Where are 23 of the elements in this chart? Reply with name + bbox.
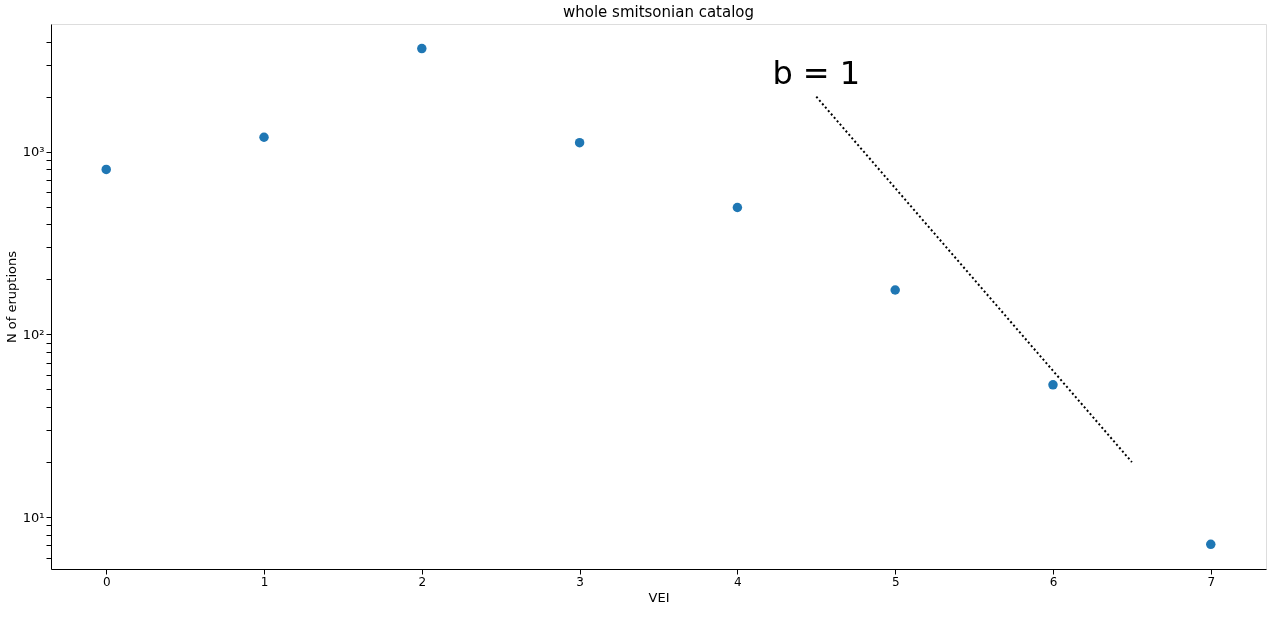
point (101, 164, 111, 175)
x-tick-label: 7 (1207, 574, 1216, 589)
point (417, 43, 427, 54)
annotation: b = 1 (772, 53, 861, 92)
point (259, 132, 269, 142)
y-tick-label: 10² (22, 326, 45, 342)
x-axis-title: VEI (648, 589, 670, 605)
x-tick-label: 4 (734, 574, 742, 589)
x-tick-label: 1 (260, 574, 269, 589)
point (890, 285, 900, 295)
y-axis-title: N of eruptions (3, 250, 19, 344)
x-tick-label: 5 (891, 574, 900, 589)
point (1206, 539, 1216, 550)
chart-title: whole smitsonian catalog (562, 3, 755, 21)
x-tick-label: 2 (418, 574, 427, 589)
x-tick-label: 3 (576, 574, 584, 589)
y-tick-label: 10¹ (22, 509, 45, 525)
point (574, 137, 585, 148)
y-tick-label: 10³ (22, 144, 45, 160)
point (732, 202, 743, 213)
point (1048, 380, 1058, 390)
x-tick-label: 6 (1049, 574, 1058, 589)
x-tick-label: 0 (102, 574, 111, 589)
